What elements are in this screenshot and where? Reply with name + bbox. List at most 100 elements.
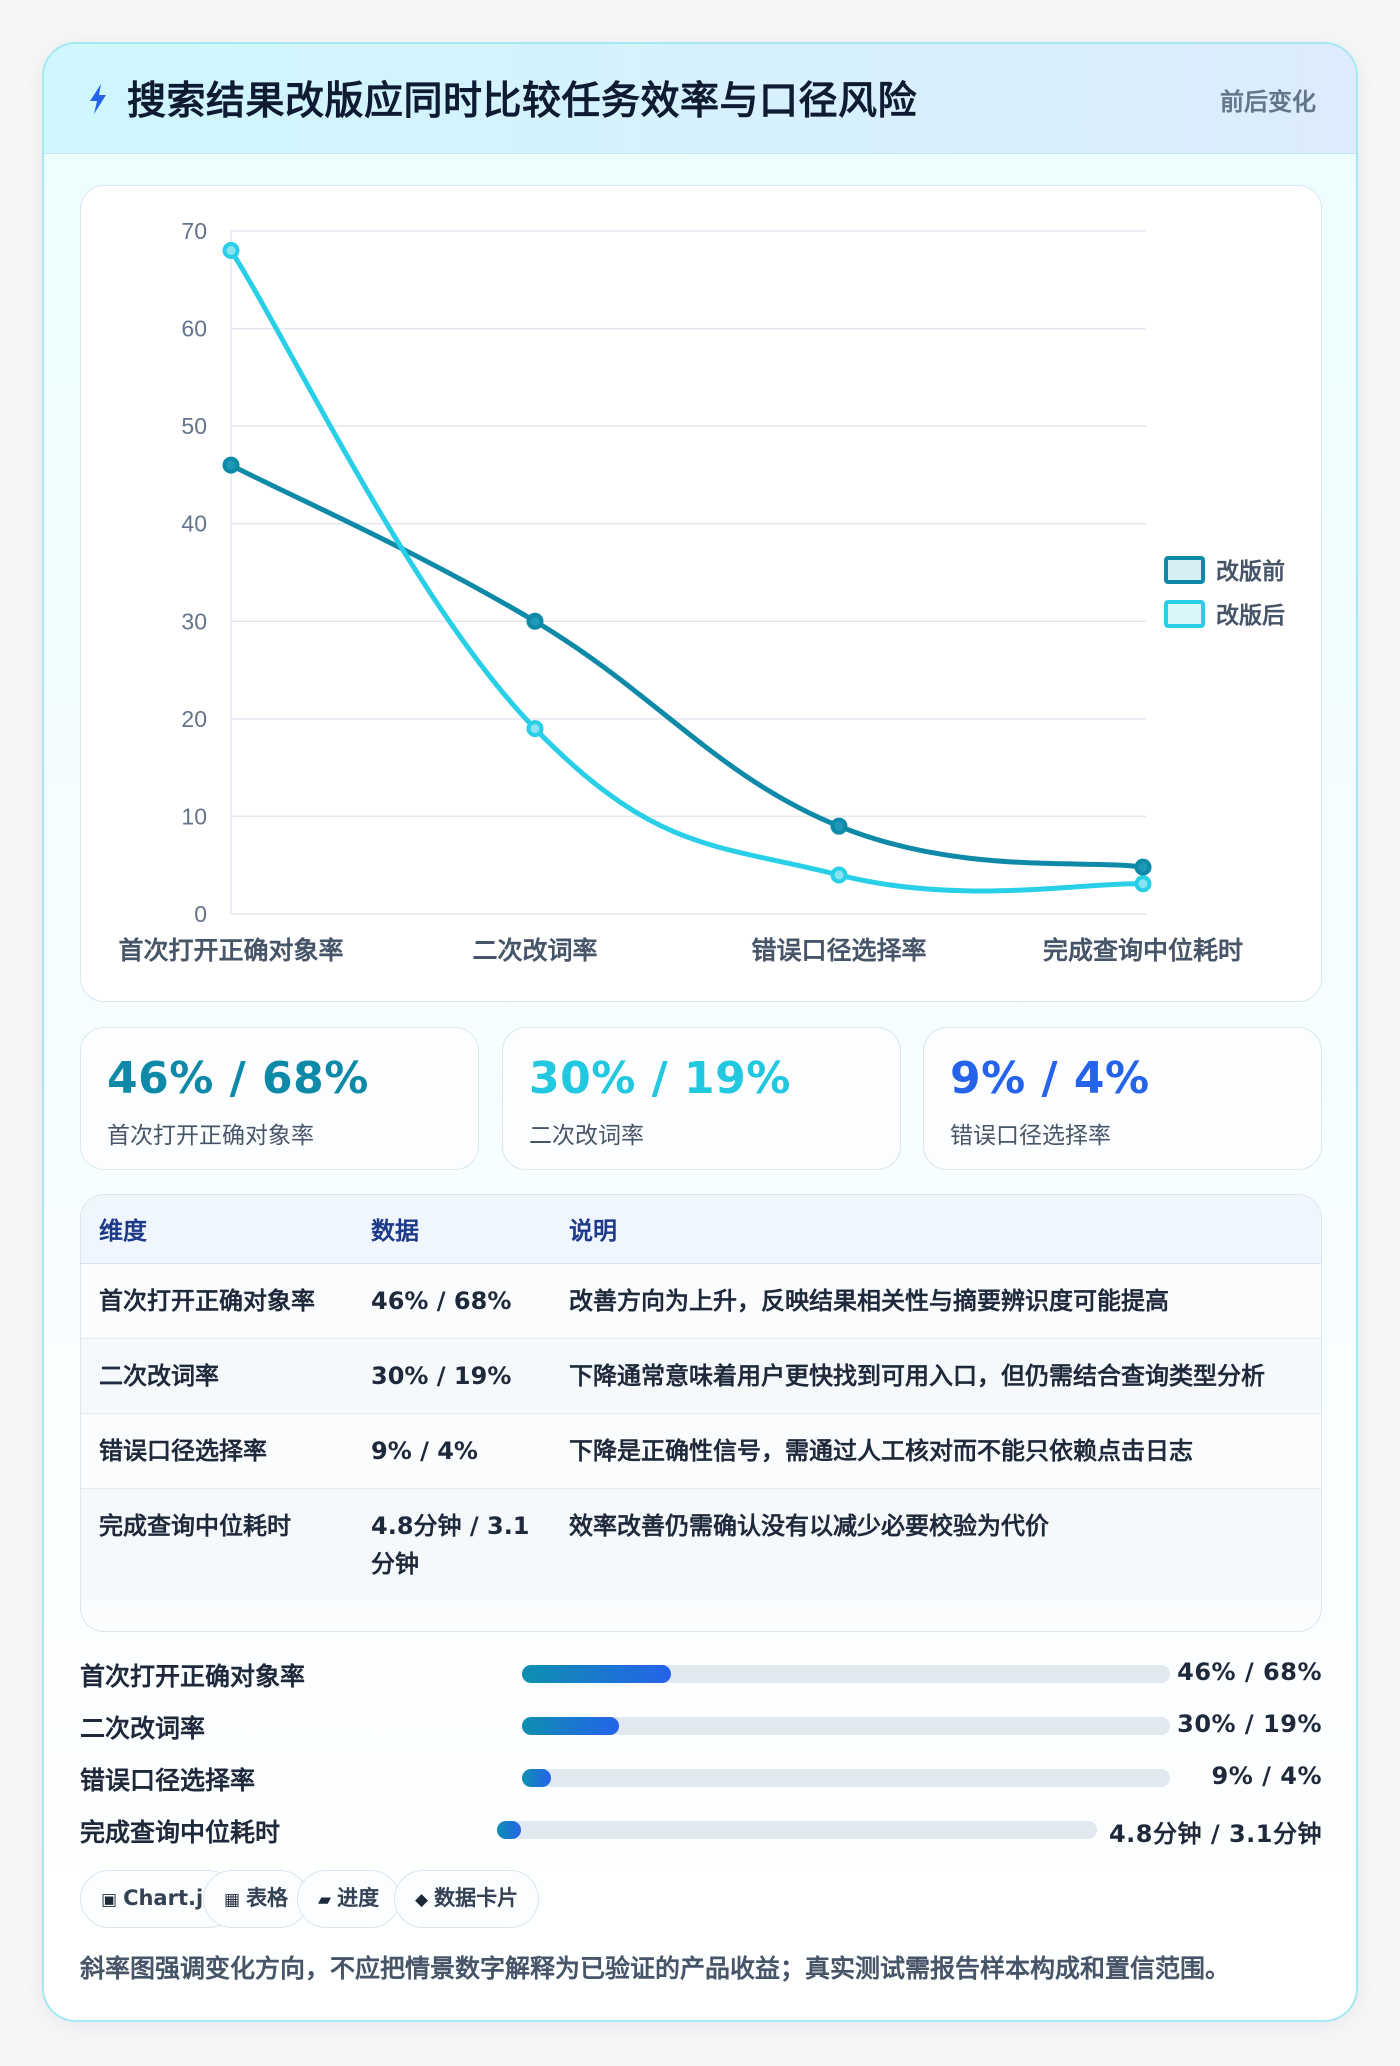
header-tag: 前后变化 [1220,88,1316,116]
comparison-table: 维度 数据 说明 首次打开正确对象率 46% / 68% 改善方向为上升，反映结… [80,1194,1322,1632]
kpi-card-wrong-scope: 9% / 4% 错误口径选择率 [923,1027,1322,1170]
y-tick-label: 20 [181,706,207,732]
kpi-card-requery: 30% / 19% 二次改词率 [502,1027,901,1170]
progress-list: 首次打开正确对象率 46% / 68% 二次改词率 30% / 19% 错误口径… [80,1654,1322,1864]
card-header: 搜索结果改版应同时比较任务效率与口径风险 前后变化 [44,44,1356,154]
table-cell-dimension: 二次改词率 [81,1338,353,1414]
table-row: 错误口径选择率 9% / 4% 下降是正确性信号，需通过人工核对而不能只依赖点击… [81,1413,1321,1489]
progress-row: 完成查询中位耗时 4.8分钟 / 3.1分钟 [80,1810,1322,1850]
chart-icon: ▣ [101,1890,118,1910]
table-cell-data: 4.8分钟 / 3.1分钟 [353,1488,551,1601]
progress-value: 30% / 19% [1177,1710,1322,1738]
footnote: 斜率图强调变化方向，不应把情景数字解释为已验证的产品收益；真实测试需报告样本构成… [80,1954,1231,1983]
table-cell-data: 30% / 19% [353,1338,551,1414]
table-cell-data: 46% / 68% [353,1263,551,1339]
x-tick-label: 首次打开正确对象率 [118,936,343,965]
progress-fill [522,1769,552,1787]
chip-progress[interactable]: ▰ 进度 [297,1870,401,1928]
legend-swatch [1164,556,1205,584]
data-point [222,456,240,474]
kpi-value: 30% / 19% [529,1053,791,1104]
data-point [526,720,544,738]
progress-track [522,1717,1170,1735]
progress-label: 二次改词率 [80,1714,206,1743]
series-line-before [228,462,1146,870]
kpi-label: 错误口径选择率 [950,1123,1111,1149]
legend-label: 改版后 [1216,602,1285,629]
table-header-note: 说明 [551,1195,1321,1264]
y-tick-label: 40 [181,511,207,537]
table-row: 首次打开正确对象率 46% / 68% 改善方向为上升，反映结果相关性与摘要辨识… [81,1263,1321,1339]
chip-label: Chart.js [123,1886,216,1910]
progress-track [522,1665,1170,1683]
table-cell-data: 9% / 4% [353,1413,551,1489]
y-tick-label: 70 [181,218,207,244]
x-tick-label: 二次改词率 [472,936,597,965]
progress-icon: ▰ [318,1890,332,1910]
lightning-icon [90,84,106,114]
kpi-value: 46% / 68% [107,1053,369,1104]
progress-fill [497,1821,521,1839]
progress-label: 错误口径选择率 [80,1766,256,1795]
table-cell-dimension: 首次打开正确对象率 [81,1263,353,1339]
progress-track [497,1821,1097,1839]
chip-table[interactable]: ▦ 表格 [203,1870,310,1928]
progress-label: 首次打开正确对象率 [80,1662,306,1691]
kpi-card-first-open: 46% / 68% 首次打开正确对象率 [80,1027,479,1170]
progress-row: 二次改词率 30% / 19% [80,1706,1322,1746]
kpi-label: 首次打开正确对象率 [107,1123,314,1149]
kpi-value: 9% / 4% [950,1053,1150,1104]
chip-data-cards[interactable]: ◆ 数据卡片 [394,1870,540,1928]
table-cell-note: 改善方向为上升，反映结果相关性与摘要辨识度可能提高 [551,1263,1321,1339]
chip-label: 进度 [337,1886,380,1910]
progress-value: 46% / 68% [1177,1658,1322,1686]
table-header-data: 数据 [353,1195,551,1264]
chart-gridlines [230,230,1146,915]
progress-fill [522,1717,620,1735]
table-header-dimension: 维度 [81,1195,353,1264]
legend-label: 改版前 [1216,558,1285,585]
data-point [1134,858,1152,876]
table-cell-note: 下降通常意味着用户更快找到可用入口，但仍需结合查询类型分析 [551,1338,1321,1414]
y-tick-label: 10 [181,803,207,829]
line-chart: 0 10 20 30 40 50 60 70 首次打开正确对象率 二次改词率 错误口径选择率 完成查… [118,218,1285,965]
data-point [830,817,848,835]
page-title: 搜索结果改版应同时比较任务效率与口径风险 [127,79,918,124]
x-tick-label: 错误口径选择率 [751,936,926,965]
report-card: 搜索结果改版应同时比较任务效率与口径风险 前后变化 0 10 20 30 40 50 60 7… [42,42,1358,2022]
data-point [222,242,240,260]
chip-label: 表格 [246,1886,289,1910]
data-point [1134,875,1152,893]
table-row: 完成查询中位耗时 4.8分钟 / 3.1分钟 效率改善仍需确认没有以减少必要校验… [81,1488,1321,1601]
progress-row: 首次打开正确对象率 46% / 68% [80,1654,1322,1694]
table-cell-note: 下降是正确性信号，需通过人工核对而不能只依赖点击日志 [551,1413,1321,1489]
y-axis-ticks: 0 10 20 30 40 50 60 70 [181,218,207,927]
progress-fill [522,1665,672,1683]
data-point [526,612,544,630]
kpi-label: 二次改词率 [529,1123,644,1149]
chip-label: 数据卡片 [434,1886,519,1910]
legend-swatch [1164,600,1205,628]
diamond-icon: ◆ [415,1890,429,1910]
progress-value: 9% / 4% [1211,1762,1322,1790]
x-tick-label: 完成查询中位耗时 [1043,936,1243,965]
progress-label: 完成查询中位耗时 [80,1818,281,1847]
y-tick-label: 30 [181,608,207,634]
y-tick-label: 0 [194,901,207,927]
table-icon: ▦ [224,1890,241,1910]
progress-track [522,1769,1170,1787]
x-axis-ticks: 首次打开正确对象率 二次改词率 错误口径选择率 完成查询中位耗时 [118,936,1243,965]
table-header-row: 维度 数据 说明 [81,1195,1321,1264]
progress-value: 4.8分钟 / 3.1分钟 [1108,1820,1322,1848]
chart-series [222,242,1152,894]
table-cell-note: 效率改善仍需确认没有以减少必要校验为代价 [551,1488,1321,1601]
progress-row: 错误口径选择率 9% / 4% [80,1758,1322,1798]
data-point [830,866,848,884]
table-cell-dimension: 完成查询中位耗时 [81,1488,353,1601]
y-tick-label: 50 [181,413,207,439]
table-cell-dimension: 错误口径选择率 [81,1413,353,1489]
y-tick-label: 60 [181,316,207,342]
chart-panel: 0 10 20 30 40 50 60 70 首次打开正确对象率 二次改词率 错误口径选择率 完成查… [80,185,1322,1002]
series-line-after [228,248,1146,894]
